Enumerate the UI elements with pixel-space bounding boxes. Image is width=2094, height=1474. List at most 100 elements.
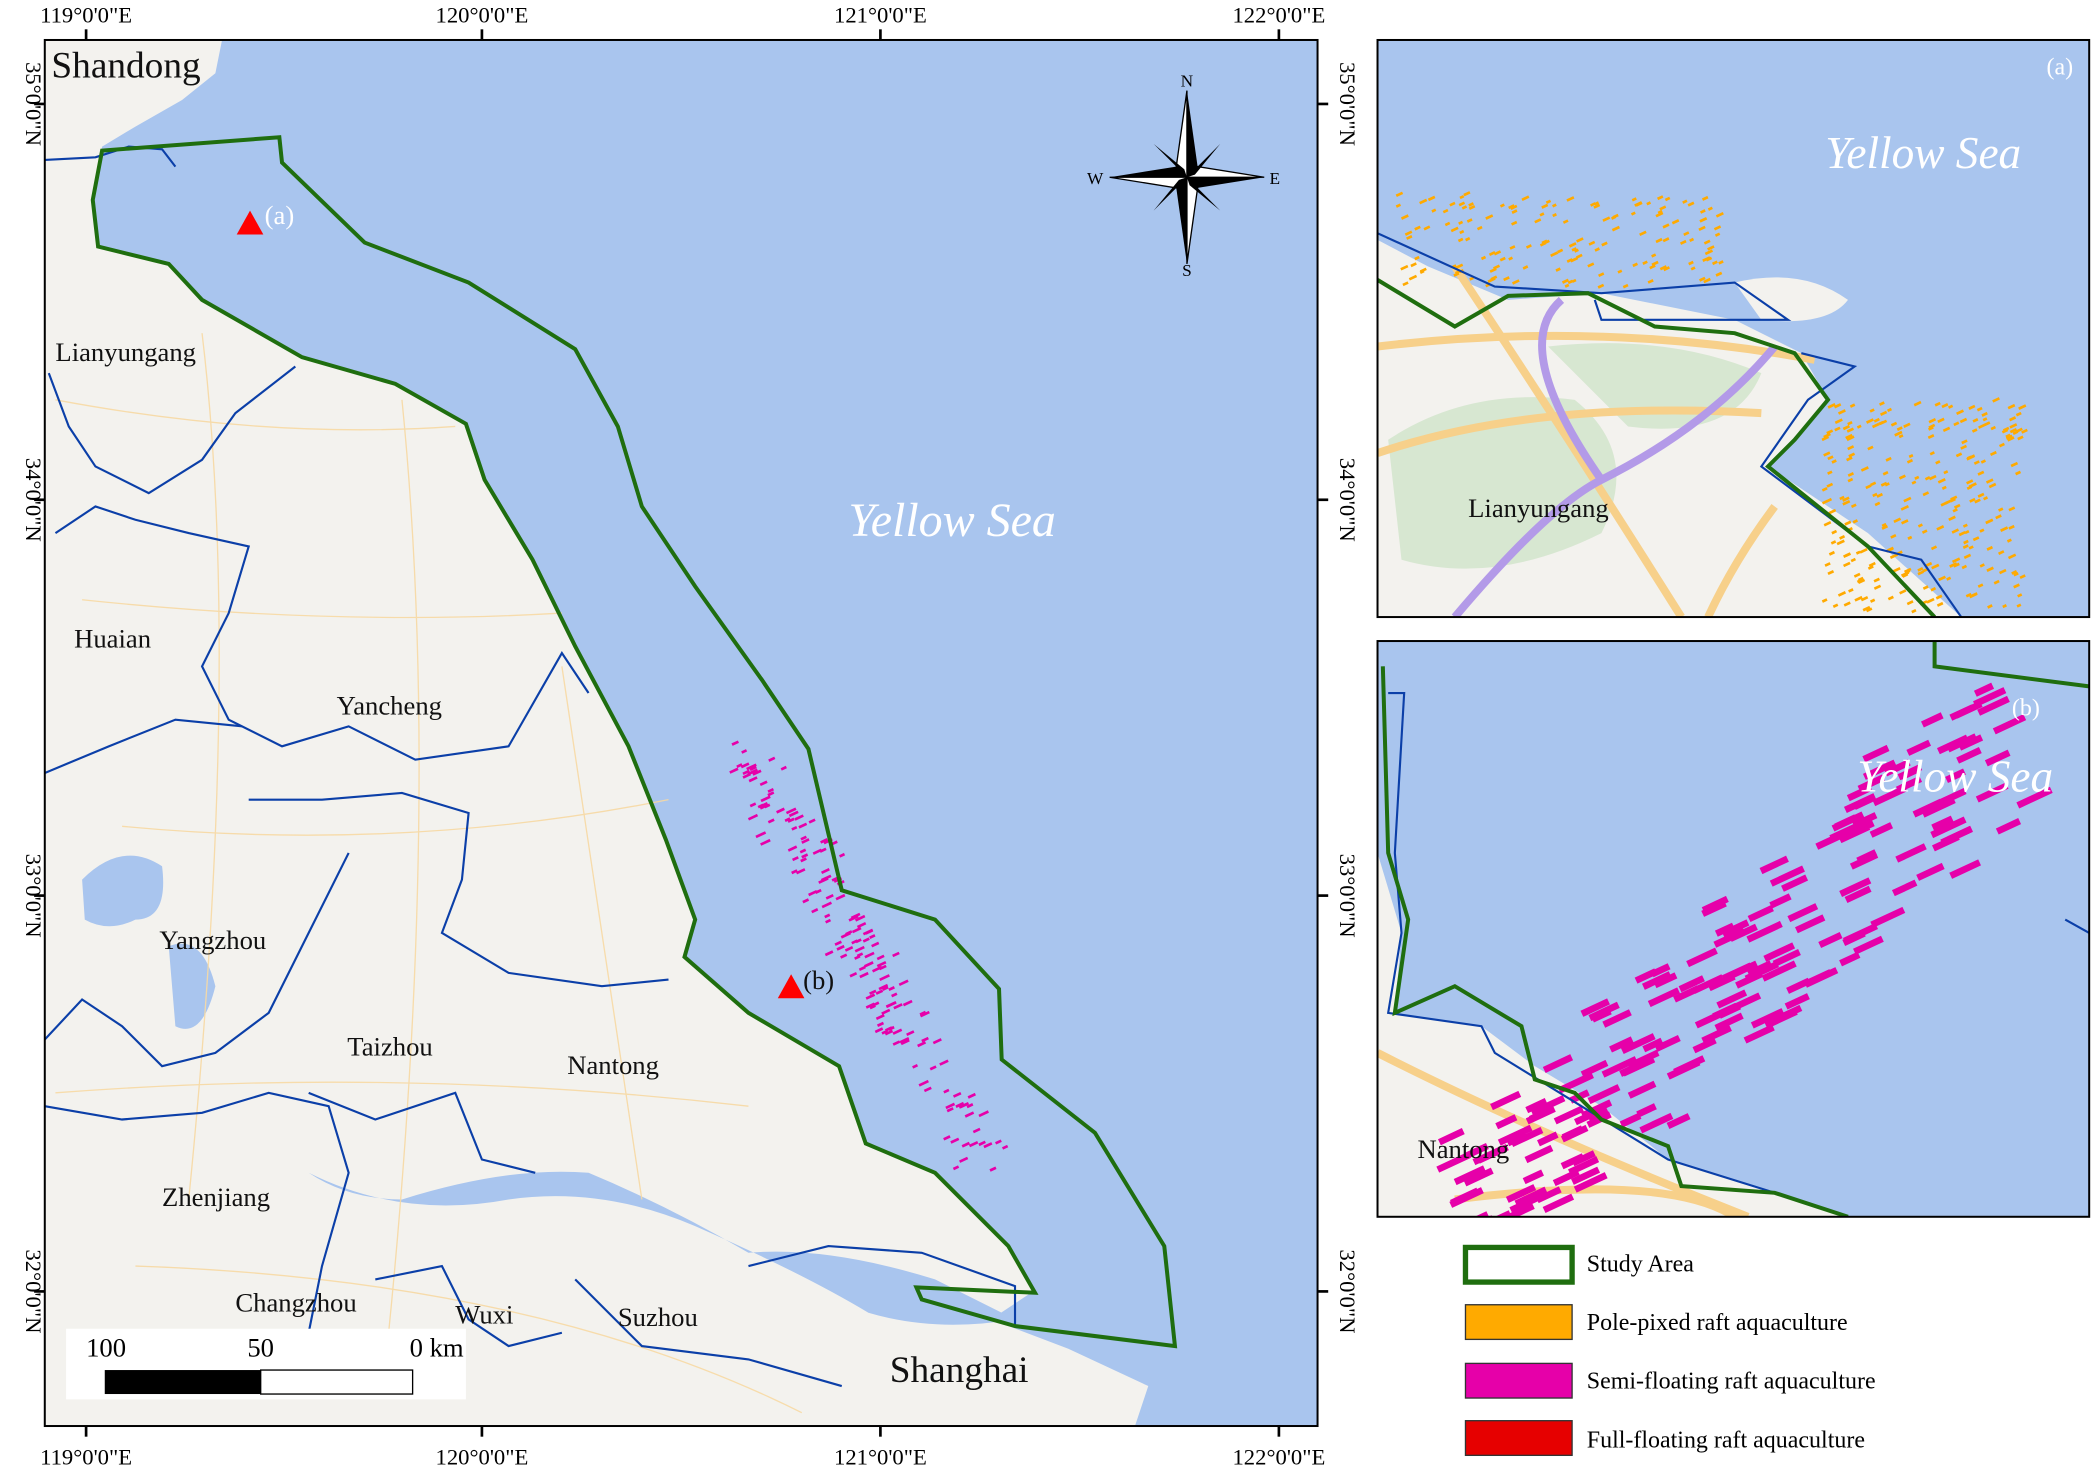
aquaculture-patch [1859,547,1868,554]
aquaculture-patch [859,971,869,979]
aquaculture-patch [958,1101,970,1109]
aquaculture-patch [864,951,875,959]
aquaculture-patch [1570,256,1579,263]
aquaculture-patch [862,937,870,943]
lon-label-bottom: 120°0'0"E [436,1445,529,1470]
aquaculture-patch [776,807,785,814]
aquaculture-patch [1983,496,1989,501]
aquaculture-patch [1964,529,1970,535]
aquaculture-patch [1879,401,1885,406]
aquaculture-patch [2005,434,2013,440]
aquaculture-patch [1951,528,1960,534]
sea-label: Yellow Sea [848,494,1055,547]
aquaculture-patch [1602,1009,1632,1028]
aquaculture-patch [1627,1080,1657,1099]
aquaculture-patch [1917,523,1923,528]
aquaculture-patch [1521,195,1530,201]
aquaculture-patch [1970,592,1978,598]
aquaculture-patch [1992,714,2027,735]
aquaculture-patch [1804,967,1839,988]
scale-label: 0 km [410,1333,464,1363]
aquaculture-patch [1929,451,1935,456]
aquaculture-patch [1900,504,1909,511]
aquaculture-patch [759,780,768,787]
aquaculture-patch [1649,264,1656,270]
aquaculture-patch [1874,501,1881,507]
aquaculture-patch [964,1111,975,1118]
aquaculture-patch [1659,205,1667,211]
aquaculture-patch [939,1059,949,1066]
aquaculture-patch [1830,540,1837,545]
aquaculture-patch [1827,470,1833,475]
aquaculture-patch [1712,1002,1739,1020]
aquaculture-patch [906,1030,915,1037]
aquaculture-patch [1862,605,1871,612]
aquaculture-patch [1842,496,1850,502]
aquaculture-patch [1510,204,1518,210]
aquaculture-patch [1557,248,1564,254]
aquaculture-patch [1707,206,1713,211]
aquaculture-patch [1419,198,1428,205]
aquaculture-patch [1856,849,1878,864]
aquaculture-patch [811,908,819,914]
aquaculture-patch [1867,565,1874,570]
aquaculture-patch [1956,747,1982,764]
main-map[interactable]: 119°0'0"E 120°0'0"E 121°0'0"E 122°0'0"E … [21,3,1360,1470]
aquaculture-patch [729,767,739,774]
inset-map-b[interactable]: Nantong Yellow Sea (b) [1376,640,2091,1299]
aquaculture-patch [1973,460,1980,465]
marker-label: (b) [803,965,834,995]
aquaculture-patch [1985,478,1994,484]
aquaculture-patch [1827,403,1836,409]
aquaculture-patch [968,1140,979,1148]
aquaculture-patch [1842,930,1866,946]
aquaculture-patch [912,1063,919,1069]
aquaculture-patch [1908,453,1914,459]
aquaculture-patch [892,951,900,958]
aquaculture-patch [1887,595,1894,601]
aquaculture-patch [1901,519,1909,525]
aquaculture-patch [1764,1008,1798,1029]
aquaculture-patch [747,813,759,821]
aquaculture-patch [884,1029,894,1036]
aquaculture-patch [1826,429,1834,435]
aquaculture-patch [878,964,887,971]
aquaculture-patch [1846,427,1855,433]
marker-a[interactable]: (a) [236,200,295,235]
aquaculture-patch [1537,1131,1559,1147]
aquaculture-patch [885,1001,896,1009]
aquaculture-patch [1570,1166,1601,1185]
aquaculture-patch [1995,818,2022,835]
aquaculture-patch [2008,524,2015,530]
lake [82,855,164,927]
aquaculture-patch [1873,584,1882,590]
aquaculture-patch [2000,526,2009,532]
aquaculture-patch [872,1001,880,1007]
aquaculture-patch [1930,545,1938,551]
aquaculture-semi-floating [1436,682,2053,1217]
marker-b[interactable]: (b) [777,965,834,999]
aquaculture-patch [1511,209,1518,214]
study-area-boundary [1380,641,2090,1217]
aquaculture-patch [1594,247,1600,252]
triangle-marker-icon [777,974,805,999]
place-label-lianyungang: Lianyungang [55,337,196,367]
aquaculture-patch [1506,1131,1528,1147]
place-label-shanghai: Shanghai [890,1350,1029,1391]
aquaculture-patch [1949,859,1982,879]
aquaculture-patch [1885,456,1892,462]
aquaculture-patch [1525,1105,1556,1125]
aquaculture-patch [955,1101,965,1108]
aquaculture-patch [1998,507,2004,512]
aquaculture-patch [1689,237,1695,242]
aquaculture-patch [1627,1049,1660,1070]
aquaculture-patch [1938,575,1946,582]
aquaculture-patch [1869,822,1894,838]
inset-map-a[interactable]: Lianyungang Yellow Sea (a) [1376,38,2091,619]
aquaculture-patch [874,1027,884,1034]
aquaculture-patch [1978,423,1987,429]
aquaculture-patch [1587,262,1595,268]
aquaculture-patch [1839,951,1861,967]
aquaculture-patch [1666,1113,1691,1129]
aquaculture-patch [1818,932,1843,949]
